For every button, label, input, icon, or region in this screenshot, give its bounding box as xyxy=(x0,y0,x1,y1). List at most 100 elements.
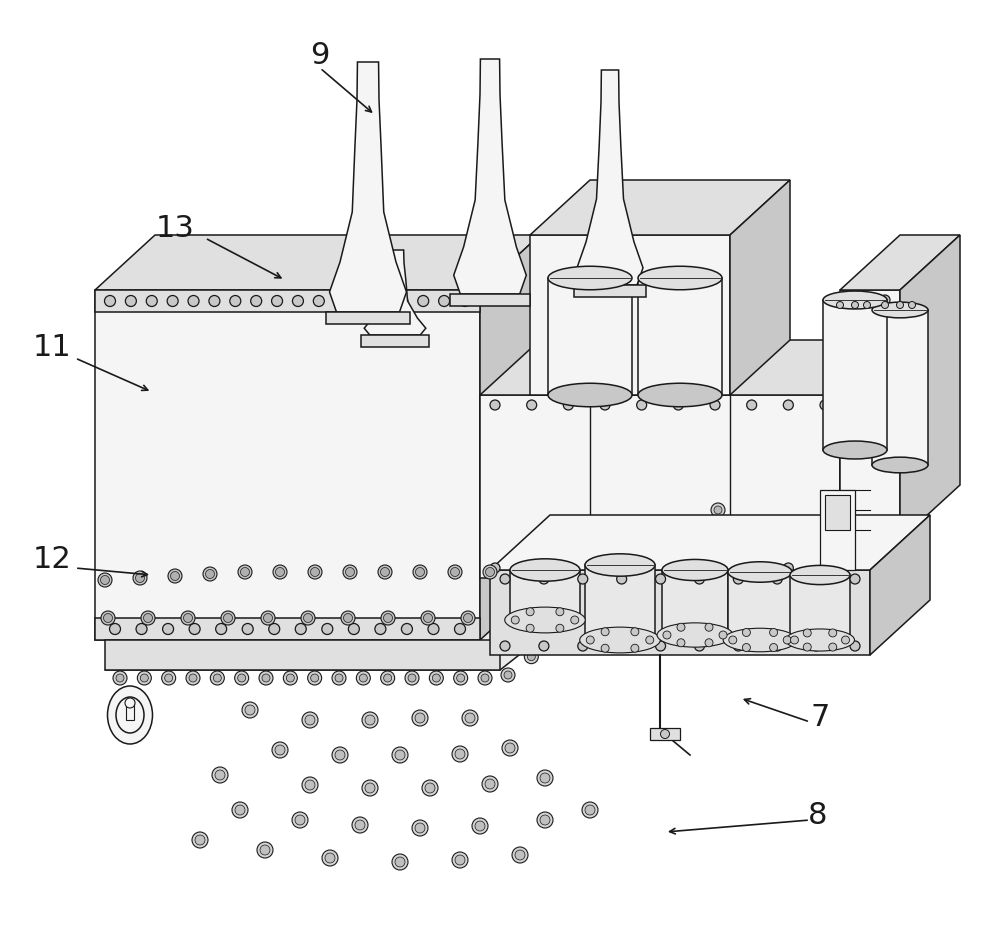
Circle shape xyxy=(829,629,837,637)
Text: 8: 8 xyxy=(808,800,828,830)
Circle shape xyxy=(137,671,151,685)
Circle shape xyxy=(348,624,359,634)
Circle shape xyxy=(140,674,148,682)
Circle shape xyxy=(395,750,405,760)
Circle shape xyxy=(384,613,392,623)
Circle shape xyxy=(505,743,515,753)
Circle shape xyxy=(235,671,249,685)
Circle shape xyxy=(346,568,354,576)
Circle shape xyxy=(896,301,904,308)
Circle shape xyxy=(719,631,727,639)
Circle shape xyxy=(660,730,670,738)
Circle shape xyxy=(667,542,675,551)
Circle shape xyxy=(597,597,605,606)
Circle shape xyxy=(747,400,757,410)
Circle shape xyxy=(203,567,217,581)
Polygon shape xyxy=(330,62,406,312)
Circle shape xyxy=(240,568,250,576)
Circle shape xyxy=(260,845,270,855)
Circle shape xyxy=(432,674,440,682)
Circle shape xyxy=(500,641,510,651)
Circle shape xyxy=(591,274,599,282)
Circle shape xyxy=(421,611,435,625)
Circle shape xyxy=(100,575,110,585)
Circle shape xyxy=(850,574,860,584)
Polygon shape xyxy=(900,235,960,540)
Circle shape xyxy=(601,645,609,652)
Circle shape xyxy=(308,671,322,685)
Polygon shape xyxy=(823,300,887,450)
Circle shape xyxy=(257,842,273,858)
Polygon shape xyxy=(840,340,900,578)
Circle shape xyxy=(101,611,115,625)
Circle shape xyxy=(486,568,494,576)
Circle shape xyxy=(527,400,537,410)
Polygon shape xyxy=(450,294,530,306)
Circle shape xyxy=(235,805,245,815)
Circle shape xyxy=(820,400,830,410)
Ellipse shape xyxy=(510,558,580,581)
Circle shape xyxy=(556,624,564,632)
Circle shape xyxy=(811,641,821,651)
Circle shape xyxy=(261,611,275,625)
Ellipse shape xyxy=(657,623,733,647)
Circle shape xyxy=(482,776,498,792)
Circle shape xyxy=(144,613,152,623)
Circle shape xyxy=(790,636,798,644)
Circle shape xyxy=(733,641,743,651)
Polygon shape xyxy=(728,572,792,640)
Circle shape xyxy=(865,295,875,305)
Circle shape xyxy=(344,613,352,623)
Circle shape xyxy=(334,296,345,306)
Polygon shape xyxy=(361,335,429,347)
Circle shape xyxy=(313,296,324,306)
Ellipse shape xyxy=(510,609,580,631)
Ellipse shape xyxy=(585,629,655,651)
Circle shape xyxy=(641,558,655,572)
Circle shape xyxy=(397,296,408,306)
Circle shape xyxy=(504,671,512,679)
Circle shape xyxy=(221,611,235,625)
Circle shape xyxy=(418,296,429,306)
Circle shape xyxy=(673,563,683,573)
Circle shape xyxy=(465,713,475,723)
Circle shape xyxy=(742,644,750,651)
Circle shape xyxy=(571,616,579,624)
Circle shape xyxy=(524,649,538,664)
Circle shape xyxy=(416,568,424,576)
Circle shape xyxy=(375,624,386,634)
Circle shape xyxy=(343,565,357,579)
Bar xyxy=(825,495,850,530)
Circle shape xyxy=(189,674,197,682)
Polygon shape xyxy=(870,515,930,655)
Circle shape xyxy=(518,565,532,579)
Ellipse shape xyxy=(728,562,792,582)
Circle shape xyxy=(694,574,704,584)
Circle shape xyxy=(454,671,468,685)
Circle shape xyxy=(325,853,335,863)
Circle shape xyxy=(556,608,564,616)
Circle shape xyxy=(526,624,534,632)
Ellipse shape xyxy=(823,291,887,309)
Polygon shape xyxy=(548,278,632,395)
Circle shape xyxy=(733,574,743,584)
Circle shape xyxy=(272,296,283,306)
Circle shape xyxy=(677,623,685,631)
Polygon shape xyxy=(95,235,540,290)
Circle shape xyxy=(322,624,333,634)
Polygon shape xyxy=(730,180,790,395)
Circle shape xyxy=(295,815,305,825)
Circle shape xyxy=(136,624,147,634)
Circle shape xyxy=(729,636,737,644)
Circle shape xyxy=(332,747,348,763)
Circle shape xyxy=(424,613,432,623)
Circle shape xyxy=(520,568,530,576)
Circle shape xyxy=(408,674,416,682)
Circle shape xyxy=(783,563,793,573)
Circle shape xyxy=(301,611,315,625)
Circle shape xyxy=(600,400,610,410)
Ellipse shape xyxy=(723,629,797,652)
Circle shape xyxy=(310,568,320,576)
Circle shape xyxy=(515,850,525,860)
Ellipse shape xyxy=(728,629,792,650)
